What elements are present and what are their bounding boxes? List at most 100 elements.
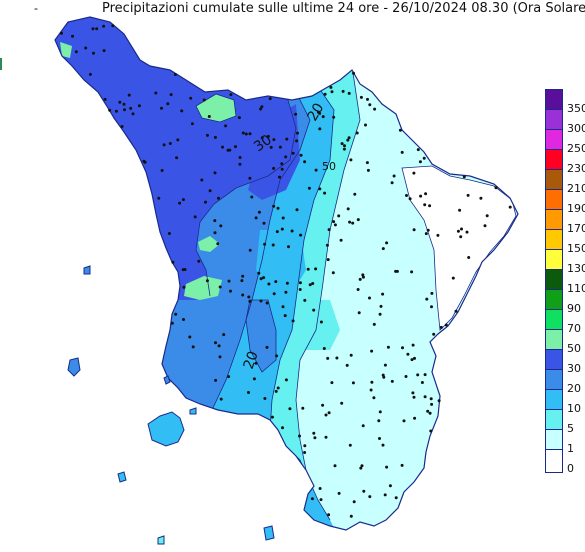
contour-label-20-b: 20: [305, 101, 328, 124]
station-dot: [295, 139, 299, 143]
zone-5-10-inland: [296, 300, 340, 350]
station-dot: [366, 168, 370, 172]
station-dot: [310, 497, 314, 501]
station-dot: [451, 276, 455, 280]
station-dot: [84, 46, 88, 50]
station-dot: [169, 93, 173, 97]
zone-50-70-b: [198, 236, 220, 252]
station-dot: [361, 424, 365, 428]
station-dot: [283, 314, 287, 318]
station-dot: [426, 228, 430, 232]
station-dot: [398, 128, 402, 132]
station-dot: [162, 143, 166, 147]
station-dot: [178, 201, 182, 205]
station-dot: [260, 105, 264, 109]
station-dot: [191, 345, 195, 349]
station-dot: [412, 171, 416, 175]
station-dot: [290, 229, 294, 233]
left-edge-tick: [0, 58, 2, 70]
legend-swatch-0: [545, 449, 563, 473]
station-dot: [275, 230, 279, 234]
station-dot: [422, 156, 426, 160]
station-dot: [295, 208, 299, 212]
island-capraia: [67, 357, 81, 377]
station-dot: [111, 24, 115, 28]
station-dot: [351, 381, 355, 385]
station-dot: [218, 285, 222, 289]
station-dot: [301, 406, 305, 410]
legend-label-210: 210: [567, 182, 585, 195]
station-dot: [349, 158, 353, 162]
station-dot: [60, 31, 63, 35]
station-dot: [129, 106, 133, 110]
station-dot: [377, 419, 381, 423]
station-dot: [306, 267, 310, 271]
station-dot: [229, 93, 233, 97]
station-dot: [241, 293, 245, 297]
island-pianosa: [117, 471, 127, 483]
station-dot: [318, 487, 322, 490]
zone-10-20-inland: [256, 230, 306, 292]
station-dot: [424, 232, 428, 236]
station-dot: [263, 397, 267, 400]
station-dot: [330, 381, 334, 385]
station-dot: [122, 102, 126, 106]
precipitation-map: 30 20 20 50: [54, 16, 519, 545]
island-gorgona: [83, 265, 91, 275]
station-dot: [381, 443, 385, 447]
station-dot: [430, 402, 434, 406]
station-dot: [456, 229, 460, 233]
station-dot: [123, 108, 126, 112]
station-dot: [429, 429, 433, 433]
station-dot: [353, 192, 357, 196]
station-dot: [280, 162, 284, 166]
station-dot: [296, 131, 299, 135]
station-dot: [466, 193, 470, 197]
station-dot: [424, 192, 428, 196]
station-dot: [318, 127, 322, 131]
station-dot: [248, 299, 252, 303]
station-dot: [370, 380, 374, 384]
station-dot: [227, 279, 231, 283]
station-dot: [193, 215, 197, 219]
station-dot: [238, 162, 242, 166]
station-dot: [372, 396, 376, 400]
station-dot: [368, 296, 371, 300]
station-dot: [248, 132, 252, 136]
legend-label-90: 90: [567, 302, 581, 315]
station-dot: [413, 356, 416, 360]
station-dot: [298, 281, 302, 285]
station-dot: [120, 125, 124, 128]
station-dot: [347, 136, 351, 140]
station-dot: [322, 347, 326, 350]
legend-label-250: 250: [567, 142, 585, 155]
station-dot: [91, 27, 95, 31]
station-dot: [327, 228, 331, 232]
station-dot: [358, 277, 362, 281]
station-dot: [323, 191, 327, 195]
station-dot: [248, 176, 252, 180]
station-dot: [298, 288, 302, 291]
station-dot: [405, 194, 408, 197]
station-dot: [368, 103, 372, 107]
station-dot: [410, 270, 414, 274]
station-dot: [351, 221, 355, 225]
station-dot: [312, 431, 316, 435]
station-dot: [343, 144, 346, 148]
station-dot: [362, 489, 366, 493]
station-dot: [213, 231, 217, 235]
station-dot: [228, 148, 232, 152]
station-dot: [413, 416, 417, 420]
station-dot: [240, 279, 244, 283]
station-dot: [359, 466, 363, 470]
station-dot: [423, 395, 427, 399]
station-dot: [416, 148, 420, 152]
station-dot: [348, 443, 352, 447]
legend-label-130: 130: [567, 262, 585, 275]
station-dot: [479, 196, 483, 200]
station-dot: [390, 379, 394, 383]
station-dot: [207, 115, 211, 118]
station-dot: [217, 196, 220, 200]
station-dot: [88, 72, 92, 76]
station-dot: [287, 245, 290, 249]
